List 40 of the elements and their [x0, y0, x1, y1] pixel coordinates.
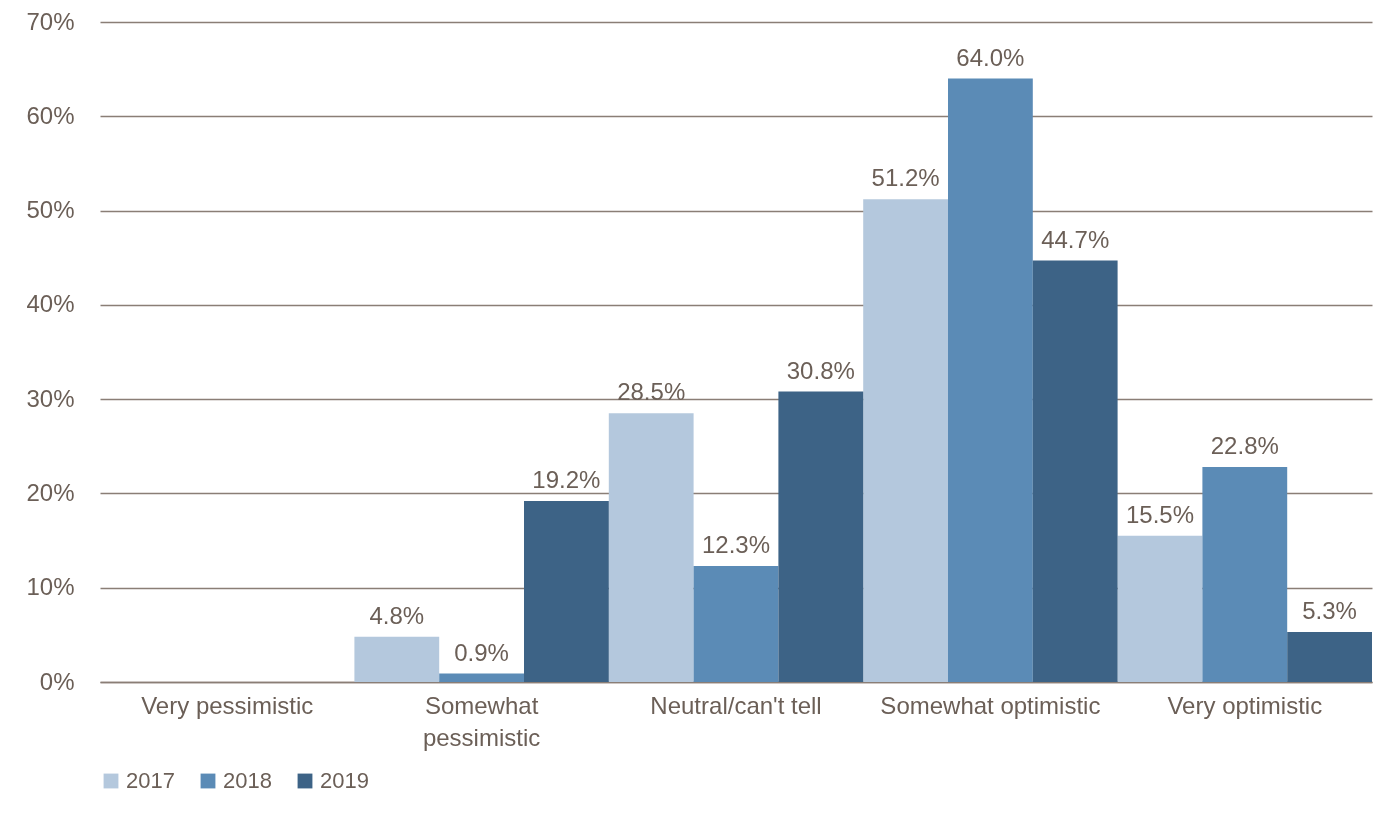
x-tick-label: Very pessimistic [141, 691, 314, 719]
data-label: 30.8% [786, 356, 855, 384]
data-label: 0.9% [454, 638, 509, 666]
y-tick-label: 60% [26, 101, 75, 129]
y-tick-label: 0% [39, 667, 75, 695]
legend-label: 2018 [223, 768, 272, 793]
data-label: 4.8% [369, 601, 425, 629]
y-tick-label: 20% [26, 478, 75, 506]
bar [354, 636, 440, 682]
y-tick-label: 40% [26, 290, 75, 318]
y-tick-label: 30% [26, 384, 75, 412]
data-label: 64.0% [956, 43, 1025, 71]
y-tick-label: 50% [26, 196, 75, 224]
bar [693, 566, 779, 682]
bar [1032, 260, 1118, 682]
bar [1287, 632, 1372, 682]
bar [863, 199, 948, 682]
bar [1202, 467, 1288, 682]
x-tick-label: Neutral/can't tell [650, 691, 822, 719]
legend-label: 2019 [320, 768, 369, 793]
data-label: 12.3% [701, 531, 771, 559]
data-label: 51.2% [871, 164, 940, 192]
x-tick-label: Very optimistic [1167, 691, 1323, 719]
data-label: 15.5% [1125, 500, 1195, 528]
y-tick-label: 10% [26, 573, 75, 601]
data-label: 5.3% [1302, 597, 1357, 625]
bar [1117, 535, 1203, 682]
legend-label: 2017 [126, 768, 175, 793]
data-label: 19.2% [532, 465, 601, 493]
y-tick-label: 70% [26, 7, 75, 35]
data-label: 28.5% [617, 378, 686, 406]
x-tick-label: Somewhat optimistic [880, 691, 1101, 719]
data-label: 44.7% [1041, 225, 1110, 253]
data-label: 22.8% [1210, 432, 1279, 460]
bar [778, 391, 864, 682]
bar [524, 500, 609, 682]
bar [948, 78, 1033, 682]
bar [439, 673, 524, 682]
bar [608, 413, 694, 682]
x-tick-label: Somewhat pessimistic [422, 691, 541, 751]
